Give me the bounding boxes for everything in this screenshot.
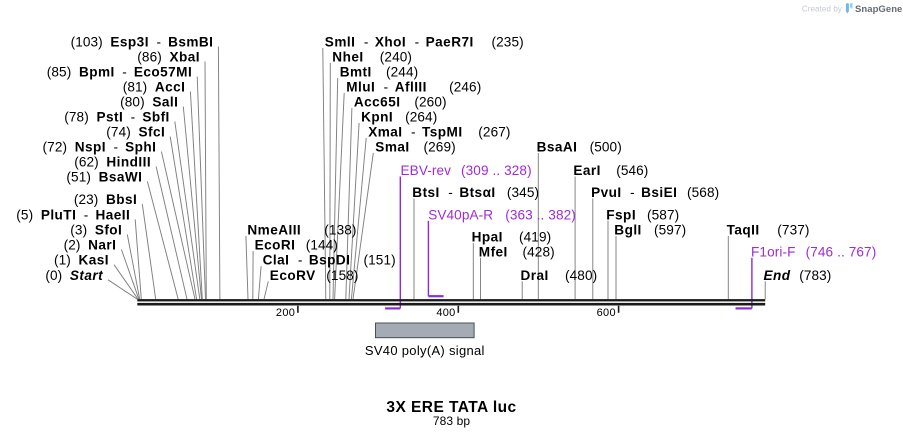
svg-text:BsaAI(500): BsaAI (500) [537,140,622,155]
svg-text:EBV-rev(309 .. 328): EBV-rev (309 .. 328) [401,163,532,178]
svg-text:Created by: Created by [802,5,842,14]
svg-text:SV40 poly(A) signal: SV40 poly(A) signal [365,343,485,358]
svg-text:PvuI-BsiEI(568): PvuI - BsiEI (568) [591,185,719,200]
svg-text:200: 200 [276,307,295,319]
svg-text:FspI(587): FspI (587) [606,207,679,222]
svg-text:Acc65I(260): Acc65I (260) [354,95,447,110]
svg-text:EcoRV(158): EcoRV (158) [270,268,359,283]
svg-text:DraI(480): DraI (480) [521,268,598,283]
svg-text:SnapGene: SnapGene [855,4,902,15]
svg-text:EarI(546): EarI (546) [573,163,648,178]
svg-text:HpaI(419): HpaI (419) [472,230,552,245]
svg-text:600: 600 [597,307,616,319]
svg-text:SV40pA-R(363 .. 382): SV40pA-R (363 .. 382) [428,207,576,222]
svg-text:F1ori-F(746 .. 767): F1ori-F (746 .. 767) [751,244,876,259]
svg-text:(3)SfoI: (3) SfoI [70,223,122,238]
svg-text:(23)BbsI: (23) BbsI [74,192,137,207]
svg-text:(5)PluTI-HaeII: (5) PluTI - HaeII [16,207,130,222]
svg-text:(80)SalI: (80) SalI [120,95,178,110]
svg-text:NmeAIII(138): NmeAIII (138) [247,223,356,238]
svg-text:3X ERE TATA luc: 3X ERE TATA luc [386,399,516,416]
svg-text:(85)BpmI-Eco57MI: (85) BpmI - Eco57MI [47,65,192,80]
svg-text:TaqII(737): TaqII (737) [727,223,810,238]
svg-text:SmlI-XhoI-PaeR7I(235): SmlI - XhoI - PaeR7I (235) [325,35,524,50]
svg-text:End(783): End (783) [764,268,832,283]
svg-text:MfeI(428): MfeI (428) [479,244,555,259]
svg-text:(86)XbaI: (86) XbaI [137,50,200,65]
svg-text:(78)PstI-SbfI: (78) PstI - SbfI [64,110,170,125]
svg-text:(0)Start: (0) Start [45,268,103,283]
svg-text:BmtI(244): BmtI (244) [340,65,419,80]
svg-text:SmaI(269): SmaI (269) [375,140,455,155]
svg-text:(74)SfcI: (74) SfcI [106,125,165,140]
svg-text:(62)HindIII: (62) HindIII [74,155,151,170]
svg-text:(51)BsaWI: (51) BsaWI [66,170,142,185]
svg-text:783 bp: 783 bp [433,414,471,428]
svg-text:NheI(240): NheI (240) [332,50,412,65]
svg-text:XmaI-TspMI(267): XmaI - TspMI (267) [368,125,510,140]
svg-text:MluI-AflIII(246): MluI - AflIII (246) [346,80,481,95]
svg-text:ClaI-BspDI(151): ClaI - BspDI (151) [263,253,396,268]
svg-text:(2)NarI: (2) NarI [64,238,117,253]
svg-text:BglI(597): BglI (597) [614,223,686,238]
svg-text:BtsI-BtsαI(345): BtsI - BtsαI (345) [412,185,539,200]
svg-text:400: 400 [436,307,455,319]
svg-text:(72)NspI-SphI: (72) NspI - SphI [43,140,157,155]
svg-text:(81)AccI: (81) AccI [123,80,186,95]
svg-text:EcoRI(144): EcoRI (144) [255,238,338,253]
svg-text:KpnI(264): KpnI (264) [361,110,437,125]
svg-text:(1)KasI: (1) KasI [54,253,109,268]
svg-text:(103)Esp3I-BsmBI: (103) Esp3I - BsmBI [71,35,214,50]
